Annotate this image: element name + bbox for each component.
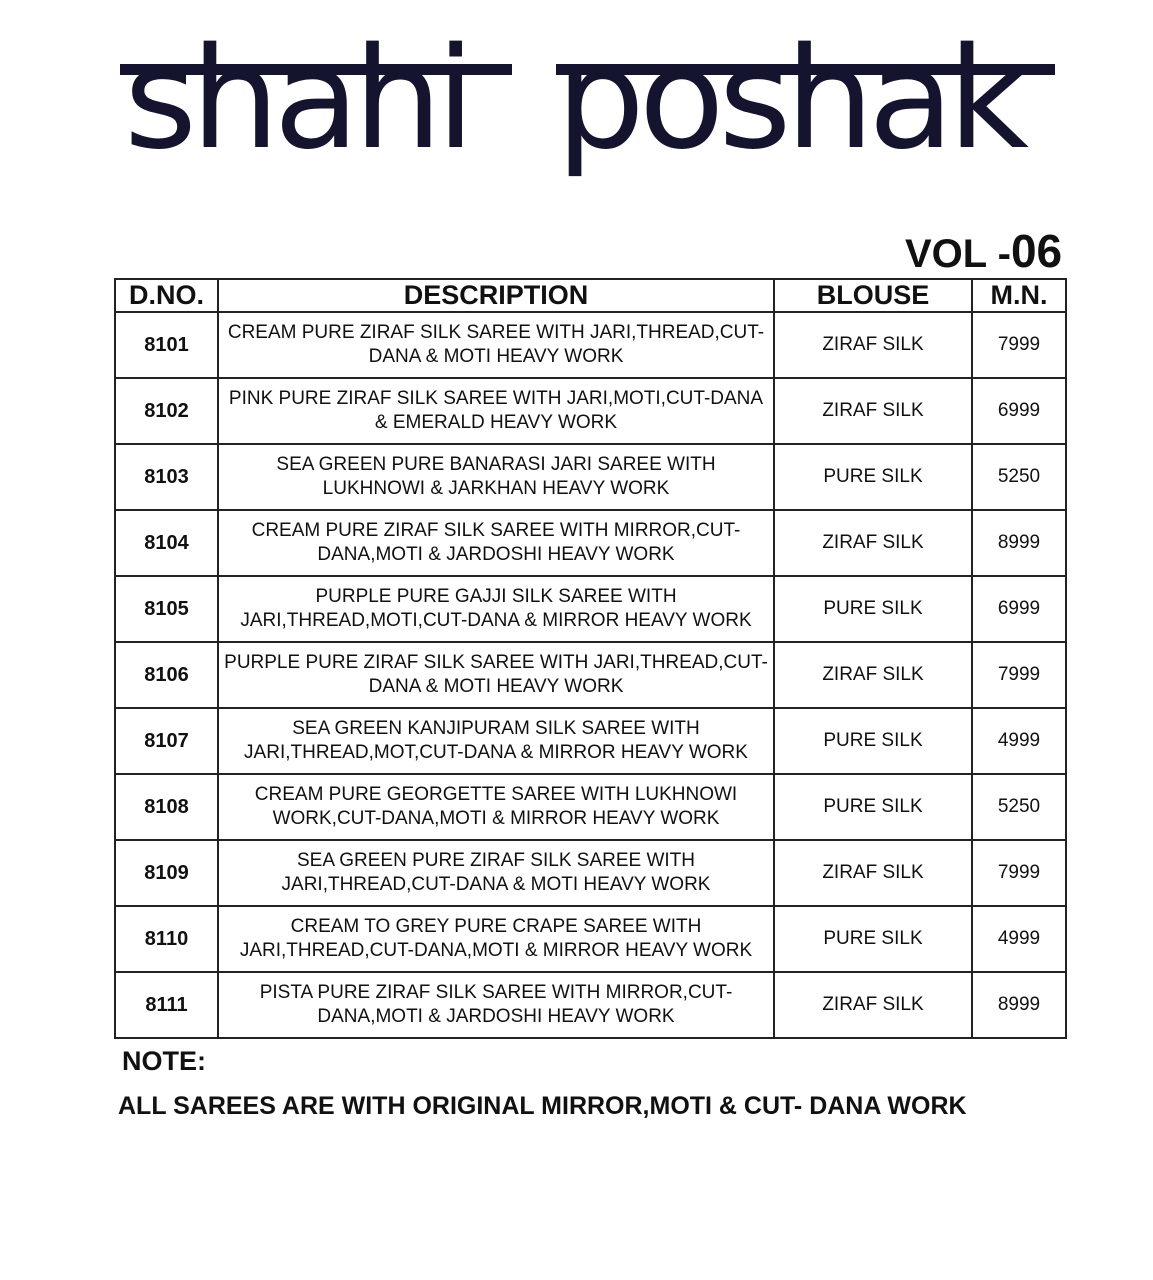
- table-row: 8107 SEA GREEN KANJIPURAM SILK SAREE WITH…: [114, 707, 1067, 775]
- cell-description: CREAM TO GREY PURE CRAPE SAREE WITH JARI…: [217, 905, 775, 973]
- cell-dno: 8108: [114, 773, 219, 841]
- brand-logo: shahi poshak VOL -06: [0, 0, 1153, 280]
- note-label: NOTE:: [122, 1046, 206, 1076]
- cell-mn: 5250: [971, 773, 1067, 841]
- cell-blouse: PURE SILK: [773, 443, 973, 511]
- table-row: 8109 SEA GREEN PURE ZIRAF SILK SAREE WITH…: [114, 839, 1067, 907]
- header-description: DESCRIPTION: [217, 278, 775, 313]
- cell-dno: 8101: [114, 311, 219, 379]
- table-header-row: D.NO. DESCRIPTION BLOUSE M.N.: [114, 278, 1067, 313]
- cell-dno: 8107: [114, 707, 219, 775]
- cell-mn: 4999: [971, 707, 1067, 775]
- cell-blouse: ZIRAF SILK: [773, 509, 973, 577]
- table-row: 8105 PURPLE PURE GAJJI SILK SAREE WITH JA…: [114, 575, 1067, 643]
- cell-blouse: ZIRAF SILK: [773, 971, 973, 1039]
- cell-blouse: PURE SILK: [773, 575, 973, 643]
- cell-description: PURPLE PURE ZIRAF SILK SAREE WITH JARI,T…: [217, 641, 775, 709]
- cell-blouse: ZIRAF SILK: [773, 641, 973, 709]
- cell-mn: 6999: [971, 575, 1067, 643]
- cell-description: PINK PURE ZIRAF SILK SAREE WITH JARI,MOT…: [217, 377, 775, 445]
- table-row: 8102 PINK PURE ZIRAF SILK SAREE WITH JARI…: [114, 377, 1067, 445]
- volume-number: 06: [1010, 225, 1063, 277]
- header-dno: D.NO.: [114, 278, 219, 313]
- table-row: 8106 PURPLE PURE ZIRAF SILK SAREE WITH JA…: [114, 641, 1067, 709]
- cell-blouse: PURE SILK: [773, 905, 973, 973]
- cell-mn: 8999: [971, 971, 1067, 1039]
- cell-description: PISTA PURE ZIRAF SILK SAREE WITH MIRROR,…: [217, 971, 775, 1039]
- title-bar-right: [556, 64, 1055, 75]
- cell-blouse: PURE SILK: [773, 707, 973, 775]
- title-bar-left: [120, 64, 512, 75]
- table-row: 8111 PISTA PURE ZIRAF SILK SAREE WITH MIR…: [114, 971, 1067, 1039]
- header-mn: M.N.: [971, 278, 1067, 313]
- price-table: D.NO. DESCRIPTION BLOUSE M.N. 8101 CREAM …: [114, 278, 1067, 1039]
- cell-mn: 5250: [971, 443, 1067, 511]
- header-blouse: BLOUSE: [773, 278, 973, 313]
- table-row: 8110 CREAM TO GREY PURE CRAPE SAREE WITH …: [114, 905, 1067, 973]
- note-text: ALL SAREES ARE WITH ORIGINAL MIRROR,MOTI…: [118, 1092, 967, 1120]
- cell-description: SEA GREEN KANJIPURAM SILK SAREE WITH JAR…: [217, 707, 775, 775]
- cell-mn: 7999: [971, 641, 1067, 709]
- cell-description: SEA GREEN PURE BANARASI JARI SAREE WITH …: [217, 443, 775, 511]
- cell-description: CREAM PURE ZIRAF SILK SAREE WITH JARI,TH…: [217, 311, 775, 379]
- cell-description: PURPLE PURE GAJJI SILK SAREE WITH JARI,T…: [217, 575, 775, 643]
- cell-mn: 7999: [971, 311, 1067, 379]
- cell-blouse: ZIRAF SILK: [773, 377, 973, 445]
- cell-mn: 6999: [971, 377, 1067, 445]
- cell-blouse: PURE SILK: [773, 773, 973, 841]
- cell-blouse: ZIRAF SILK: [773, 311, 973, 379]
- cell-dno: 8103: [114, 443, 219, 511]
- cell-mn: 7999: [971, 839, 1067, 907]
- volume-prefix: VOL -: [905, 232, 1011, 276]
- volume-label: VOL -06: [905, 224, 1062, 278]
- cell-description: SEA GREEN PURE ZIRAF SILK SAREE WITH JAR…: [217, 839, 775, 907]
- cell-dno: 8109: [114, 839, 219, 907]
- table-row: 8101 CREAM PURE ZIRAF SILK SAREE WITH JAR…: [114, 311, 1067, 379]
- cell-description: CREAM PURE GEORGETTE SAREE WITH LUKHNOWI…: [217, 773, 775, 841]
- cell-dno: 8105: [114, 575, 219, 643]
- cell-dno: 8102: [114, 377, 219, 445]
- title-word-shahi: shahi: [124, 18, 475, 181]
- table-row: 8104 CREAM PURE ZIRAF SILK SAREE WITH MIR…: [114, 509, 1067, 577]
- cell-dno: 8110: [114, 905, 219, 973]
- title-word-poshak: poshak: [556, 18, 1029, 181]
- cell-dno: 8106: [114, 641, 219, 709]
- cell-mn: 8999: [971, 509, 1067, 577]
- table-row: 8108 CREAM PURE GEORGETTE SAREE WITH LUKH…: [114, 773, 1067, 841]
- cell-dno: 8104: [114, 509, 219, 577]
- cell-mn: 4999: [971, 905, 1067, 973]
- table-row: 8103 SEA GREEN PURE BANARASI JARI SAREE W…: [114, 443, 1067, 511]
- cell-dno: 8111: [114, 971, 219, 1039]
- cell-blouse: ZIRAF SILK: [773, 839, 973, 907]
- cell-description: CREAM PURE ZIRAF SILK SAREE WITH MIRROR,…: [217, 509, 775, 577]
